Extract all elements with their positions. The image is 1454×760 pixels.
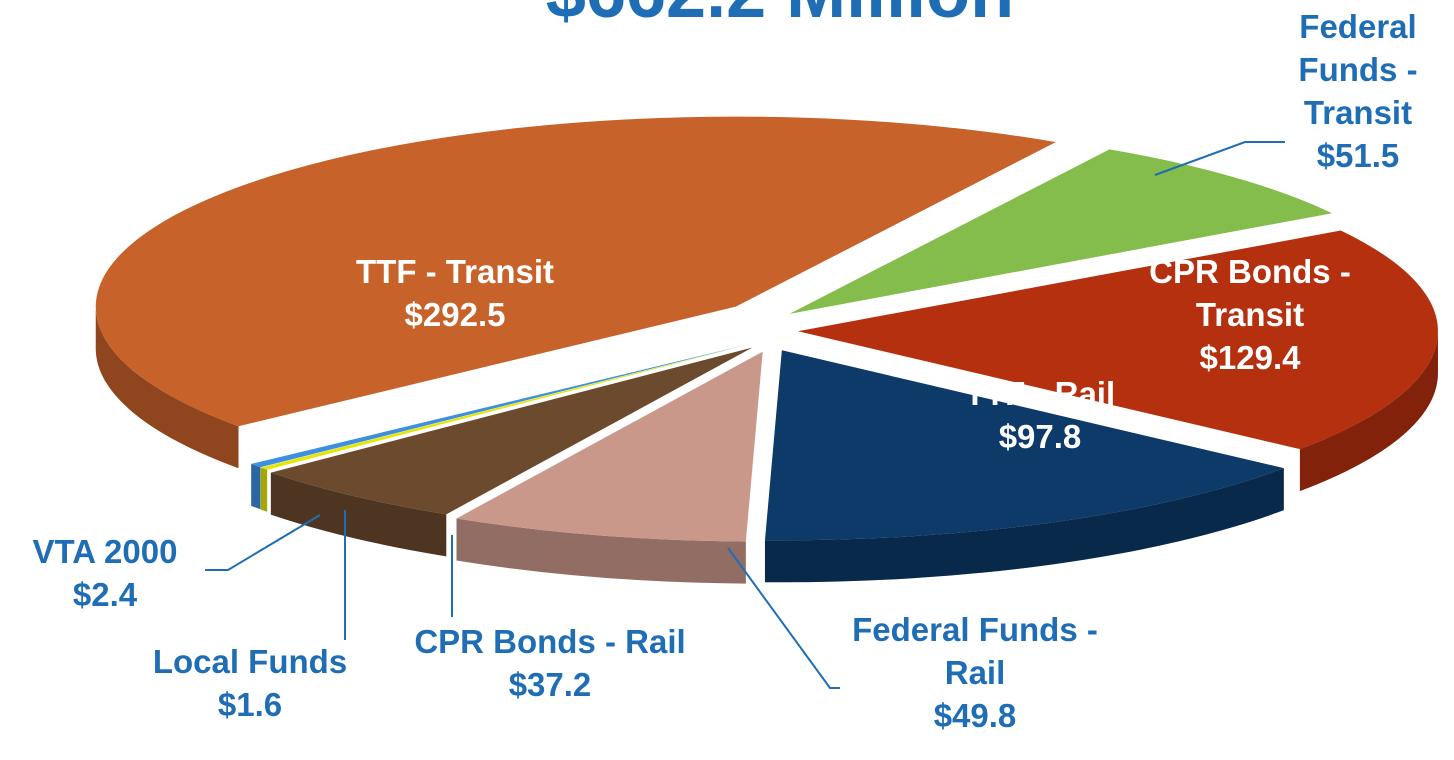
leader-line xyxy=(727,547,840,689)
slice xyxy=(797,230,1438,450)
slice-label: Federal Funds - Rail $49.8 xyxy=(830,608,1120,737)
slice xyxy=(764,350,1284,541)
slice-label: Federal Funds - Transit $51.5 xyxy=(1268,5,1448,177)
slice-shade xyxy=(260,467,268,512)
slice-side xyxy=(764,468,1284,583)
category-label: TTF - Transit xyxy=(356,253,554,290)
slice-shade xyxy=(251,463,261,510)
category-label: CPR Bonds - Rail xyxy=(414,623,686,660)
category-label: Federal Funds - Transit xyxy=(1298,8,1418,131)
slice-shade xyxy=(1299,331,1438,492)
category-label: VTA 2000 xyxy=(32,533,178,570)
value-label: $292.5 xyxy=(404,296,506,333)
slice-shade xyxy=(456,518,746,584)
value-label: $97.8 xyxy=(998,418,1082,455)
category-label: CPR Bonds - Transit xyxy=(1149,253,1351,333)
slice-label: CPR Bonds - Transit $129.4 xyxy=(1110,250,1390,379)
slice-side xyxy=(260,467,268,512)
slice xyxy=(456,351,763,542)
slice-side xyxy=(1299,331,1438,492)
slice xyxy=(95,116,1056,427)
slice xyxy=(789,149,1333,314)
chart-title: $662.2 Million xyxy=(0,0,1454,34)
value-label: $129.4 xyxy=(1199,339,1301,376)
slice-label: TTF - Rail $97.8 xyxy=(920,372,1160,458)
value-label: $2.4 xyxy=(72,576,138,613)
pie xyxy=(95,116,1438,584)
slice-label: VTA 2000 $2.4 xyxy=(0,530,215,616)
value-label: $51.5 xyxy=(1316,137,1400,174)
slice xyxy=(270,347,753,515)
slice xyxy=(260,344,749,470)
slice-shade xyxy=(270,472,447,557)
slice-label: Local Funds $1.6 xyxy=(100,640,400,726)
leader-line xyxy=(205,514,321,571)
slice-side xyxy=(456,518,746,584)
value-label: $1.6 xyxy=(217,686,283,723)
slice-label: CPR Bonds - Rail $37.2 xyxy=(405,620,695,706)
slice-side xyxy=(95,306,239,469)
slice-shade xyxy=(95,306,239,469)
category-label: TTF - Rail xyxy=(964,375,1116,412)
slice xyxy=(251,344,749,468)
value-label: $37.2 xyxy=(508,666,592,703)
leader-lines xyxy=(205,141,1285,689)
category-label: Federal Funds - Rail xyxy=(852,611,1098,691)
leader-line xyxy=(1154,141,1285,176)
slice-shade xyxy=(764,468,1284,583)
category-label: Local Funds xyxy=(152,643,348,680)
slice-label: TTF - Transit $292.5 xyxy=(305,250,605,336)
slice-side xyxy=(251,463,261,510)
value-label: $49.8 xyxy=(933,697,1017,734)
slice-side xyxy=(270,472,447,557)
